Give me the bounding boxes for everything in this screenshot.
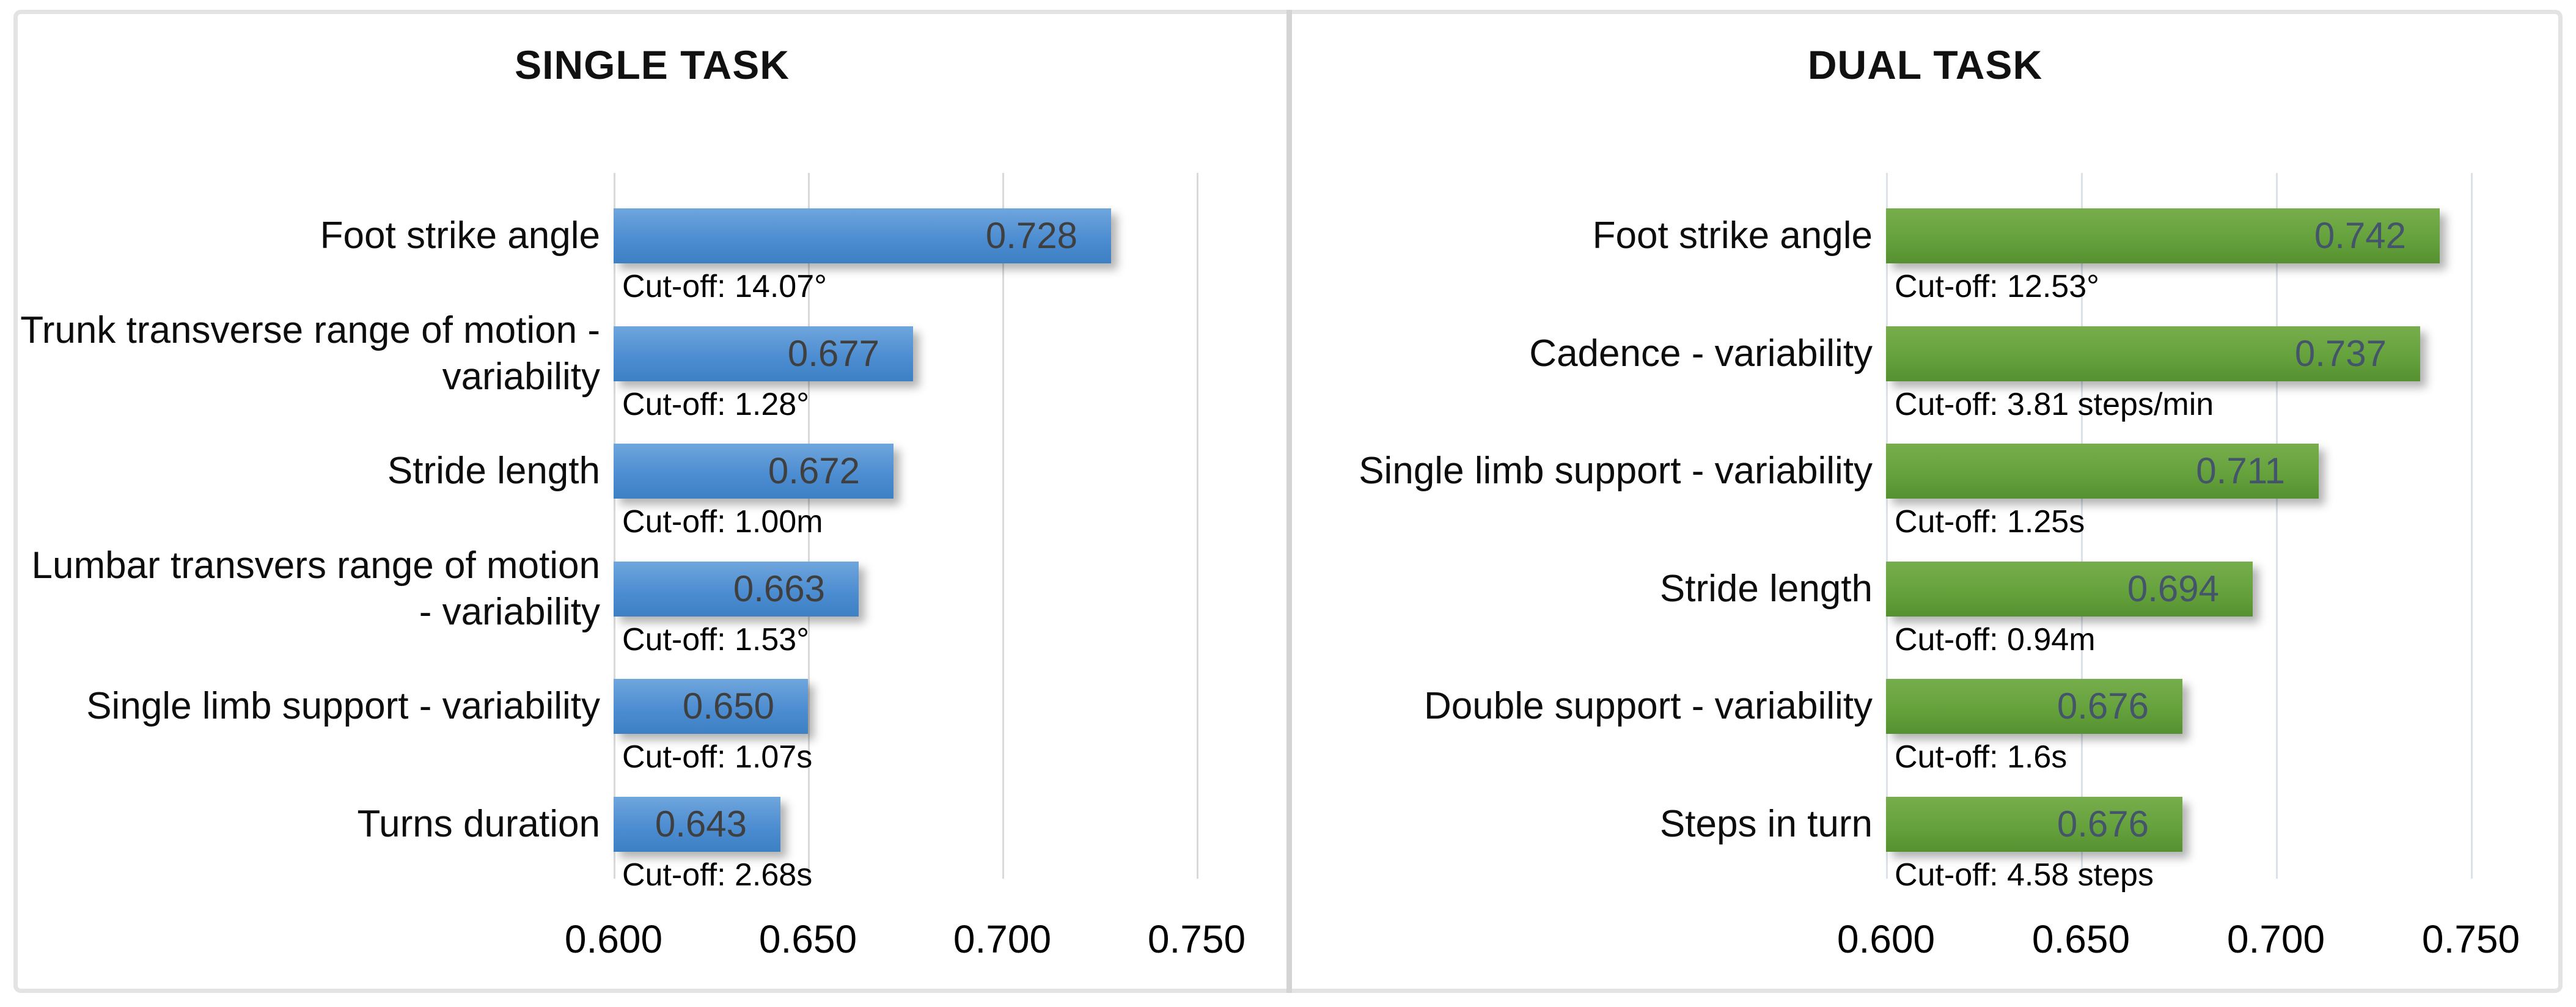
category-row: Steps in turn 0.676 Cut-off: 4.58 steps: [1292, 761, 2558, 893]
category-row: Trunk transverse range of motion - varia…: [18, 291, 1286, 422]
x-tick-label: 0.650: [2031, 917, 2130, 961]
bar: 0.742: [1886, 208, 2440, 263]
bar: 0.711: [1886, 444, 2319, 499]
bar: 0.672: [614, 444, 894, 499]
cutoff-label: Cut-off: 1.25s: [1895, 504, 2085, 540]
bar-value-label: 0.650: [682, 686, 774, 727]
bar-value-label: 0.742: [2314, 215, 2406, 256]
bar-value-label: 0.676: [2057, 686, 2149, 727]
bar: 0.676: [1886, 796, 2182, 852]
bar: 0.694: [1886, 561, 2253, 617]
chart-panel-single-task: SINGLE TASK Foot strike angle 0.728 Cut-of…: [18, 10, 1286, 993]
category-label: Foot strike angle: [1592, 214, 1873, 257]
gridline: [1197, 173, 1198, 879]
bar: 0.650: [614, 679, 808, 734]
cutoff-label: Cut-off: 12.53°: [1895, 269, 2099, 304]
panel-divider: [1286, 10, 1292, 993]
x-tick-label: 0.700: [2226, 917, 2325, 961]
bar-value-label: 0.677: [787, 332, 879, 374]
chart-title: SINGLE TASK: [515, 42, 790, 87]
category-label: Stride length: [1659, 567, 1873, 610]
bar-value-label: 0.711: [2196, 450, 2285, 491]
bar-value-label: 0.643: [655, 803, 747, 844]
x-tick-label: 0.750: [1147, 917, 1246, 961]
category-label: Cadence - variability: [1529, 332, 1873, 375]
gridline: [2081, 173, 2083, 879]
chart-title: DUAL TASK: [1807, 42, 2043, 87]
chart-panel-dual-task: DUAL TASK Foot strike angle 0.742 Cut-off:…: [1292, 10, 2558, 993]
gridline: [614, 173, 615, 879]
cutoff-label: Cut-off: 3.81 steps/min: [1895, 386, 2214, 422]
gridline: [2471, 173, 2473, 879]
category-label: Stride length: [387, 450, 600, 492]
cutoff-label: Cut-off: 2.68s: [622, 857, 813, 893]
category-row: Foot strike angle 0.728 Cut-off: 14.07°: [18, 173, 1286, 304]
cutoff-label: Cut-off: 1.6s: [1895, 739, 2068, 775]
gridline: [808, 173, 810, 879]
bar: 0.643: [614, 796, 780, 852]
bar-value-label: 0.728: [985, 215, 1077, 256]
bar: 0.677: [614, 326, 913, 381]
category-label: Trunk transverse range of motion - varia…: [20, 309, 600, 398]
cutoff-label: Cut-off: 1.28°: [622, 386, 810, 422]
bar-value-label: 0.694: [2127, 568, 2219, 609]
bar-value-label: 0.676: [2057, 803, 2149, 844]
x-tick-label: 0.700: [953, 917, 1052, 961]
gridline: [2276, 173, 2278, 879]
category-label: Turns duration: [357, 802, 600, 845]
cutoff-label: Cut-off: 1.53°: [622, 621, 810, 657]
x-tick-label: 0.600: [1837, 917, 1936, 961]
category-label: Single limb support - variability: [1359, 450, 1873, 492]
x-tick-label: 0.600: [564, 917, 663, 961]
bar-value-label: 0.737: [2294, 332, 2387, 374]
category-label: Single limb support - variability: [86, 685, 600, 727]
cutoff-label: Cut-off: 14.07°: [622, 269, 827, 304]
category-row: Foot strike angle 0.742 Cut-off: 12.53°: [1292, 173, 2558, 304]
category-label: Double support - variability: [1423, 685, 1873, 727]
category-label: Lumbar transvers range of motion - varia…: [31, 544, 600, 633]
bar-value-label: 0.663: [733, 568, 825, 609]
category-row: Stride length 0.694 Cut-off: 0.94m: [1292, 526, 2558, 657]
x-tick-label: 0.650: [758, 917, 857, 961]
cutoff-label: Cut-off: 0.94m: [1895, 621, 2096, 657]
cutoff-label: Cut-off: 4.58 steps: [1895, 857, 2154, 893]
gridline: [1886, 173, 1888, 879]
cutoff-label: Cut-off: 1.07s: [622, 739, 813, 775]
category-label: Foot strike angle: [320, 214, 600, 257]
category-row: Single limb support - variability 0.650 Cu…: [18, 643, 1286, 775]
category-label: Steps in turn: [1659, 802, 1873, 845]
gridline: [1002, 173, 1004, 879]
category-row: Double support - variability 0.676 Cut-off…: [1292, 643, 2558, 775]
bar: 0.737: [1886, 326, 2420, 381]
category-row: Turns duration 0.643 Cut-off: 2.68s: [18, 761, 1286, 893]
category-row: Single limb support - variability 0.711 Cu…: [1292, 408, 2558, 540]
bar: 0.663: [614, 561, 859, 617]
bar-value-label: 0.672: [768, 450, 860, 491]
category-row: Cadence - variability 0.737 Cut-off: 3.81 …: [1292, 291, 2558, 422]
bar: 0.728: [614, 208, 1111, 263]
cutoff-label: Cut-off: 1.00m: [622, 504, 823, 540]
x-tick-label: 0.750: [2421, 917, 2520, 961]
category-row: Stride length 0.672 Cut-off: 1.00m: [18, 408, 1286, 540]
bar: 0.676: [1886, 679, 2182, 734]
category-row: Lumbar transvers range of motion - varia…: [18, 526, 1286, 657]
